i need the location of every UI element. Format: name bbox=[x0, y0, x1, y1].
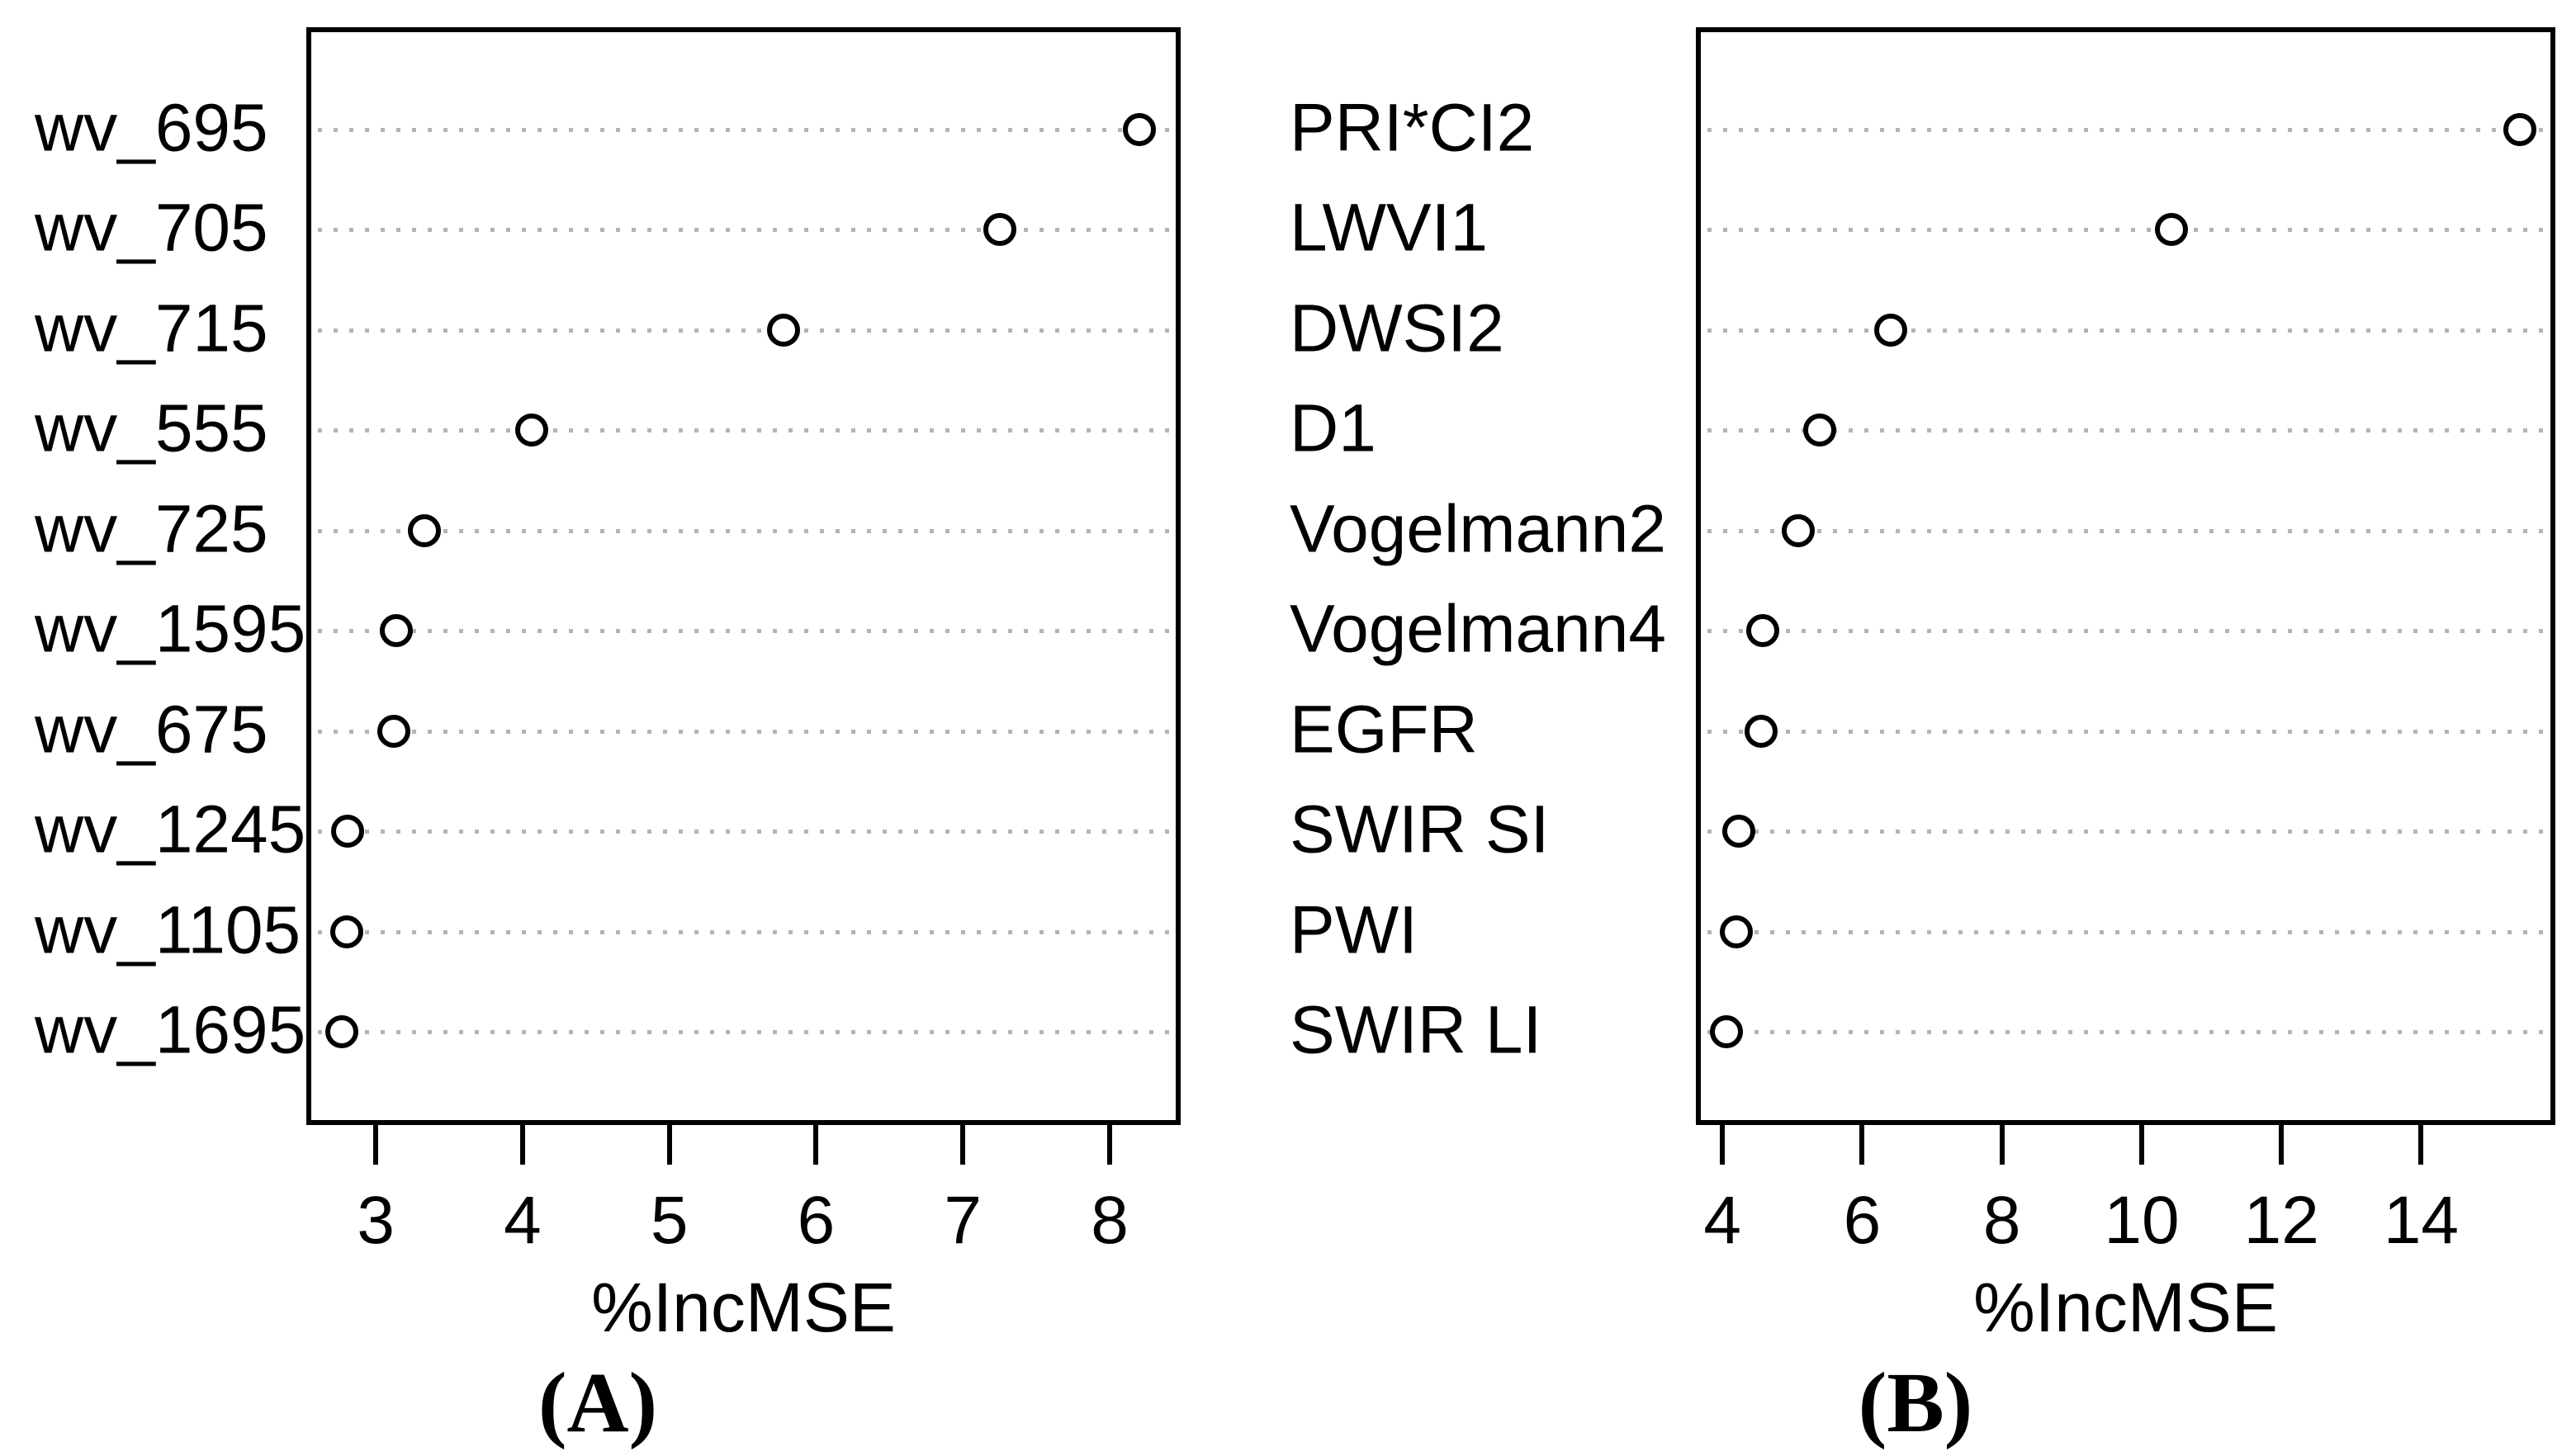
data-point bbox=[329, 915, 363, 948]
row-gridline bbox=[1707, 428, 2544, 433]
category-label: D1 bbox=[1290, 390, 1376, 466]
data-point bbox=[380, 614, 414, 648]
data-point bbox=[983, 213, 1016, 247]
category-label: wv_695 bbox=[35, 90, 268, 166]
data-point bbox=[767, 313, 801, 347]
x-tick-label: 8 bbox=[1982, 1183, 2021, 1258]
data-point bbox=[376, 714, 410, 748]
category-label: wv_1245 bbox=[35, 792, 306, 867]
data-point bbox=[1746, 614, 1780, 648]
x-tick-mark bbox=[813, 1125, 819, 1165]
row-gridline bbox=[1707, 629, 2544, 634]
data-point bbox=[2155, 213, 2189, 247]
x-tick-mark bbox=[2138, 1125, 2144, 1165]
category-label: EGFR bbox=[1290, 691, 1478, 767]
x-tick-mark bbox=[666, 1125, 672, 1165]
category-label: wv_725 bbox=[35, 491, 268, 567]
plot-area-panel-a bbox=[306, 27, 1181, 1125]
x-tick-label: 10 bbox=[2104, 1183, 2180, 1258]
row-gridline bbox=[318, 830, 1169, 834]
panel-a-caption: (A) bbox=[537, 1355, 658, 1450]
row-gridline bbox=[318, 929, 1169, 934]
data-point bbox=[2503, 113, 2536, 146]
x-tick-label: 4 bbox=[504, 1183, 542, 1258]
x-tick-mark bbox=[373, 1125, 379, 1165]
category-label: PRI*CI2 bbox=[1290, 90, 1535, 166]
category-label: Vogelmann4 bbox=[1290, 591, 1666, 667]
row-gridline bbox=[318, 328, 1169, 333]
category-label: SWIR LI bbox=[1290, 992, 1542, 1068]
row-gridline bbox=[318, 1029, 1169, 1034]
row-gridline bbox=[318, 629, 1169, 634]
data-point bbox=[407, 513, 441, 547]
data-point bbox=[325, 1014, 359, 1048]
data-point bbox=[1720, 915, 1754, 948]
category-label: wv_1695 bbox=[35, 992, 306, 1068]
row-gridline bbox=[1707, 328, 2544, 333]
category-label: Vogelmann2 bbox=[1290, 491, 1666, 567]
data-point bbox=[1874, 313, 1908, 347]
data-point bbox=[331, 815, 365, 849]
row-gridline bbox=[1707, 228, 2544, 233]
x-axis-title-panel-a: %IncMSE bbox=[591, 1269, 896, 1346]
x-tick-mark bbox=[1720, 1125, 1726, 1165]
row-gridline bbox=[318, 729, 1169, 734]
data-point bbox=[1744, 714, 1778, 748]
x-tick-label: 4 bbox=[1703, 1183, 1742, 1258]
data-point bbox=[1122, 113, 1156, 146]
x-tick-mark bbox=[519, 1125, 525, 1165]
x-tick-label: 12 bbox=[2243, 1183, 2319, 1258]
category-label: wv_1595 bbox=[35, 591, 306, 667]
data-point bbox=[1781, 513, 1815, 547]
x-tick-mark bbox=[1859, 1125, 1865, 1165]
x-tick-mark bbox=[1999, 1125, 2005, 1165]
panel-b-caption: (B) bbox=[1858, 1355, 1973, 1450]
x-tick-mark bbox=[2279, 1125, 2285, 1165]
data-point bbox=[1802, 414, 1836, 447]
row-gridline bbox=[318, 428, 1169, 433]
category-label: wv_705 bbox=[35, 190, 268, 266]
x-tick-label: 8 bbox=[1091, 1183, 1129, 1258]
x-tick-mark bbox=[2418, 1125, 2424, 1165]
category-label: wv_715 bbox=[35, 291, 268, 366]
data-point bbox=[1710, 1014, 1744, 1048]
x-tick-mark bbox=[960, 1125, 966, 1165]
x-tick-label: 5 bbox=[650, 1183, 689, 1258]
x-tick-label: 3 bbox=[357, 1183, 395, 1258]
row-gridline bbox=[1707, 1029, 2544, 1034]
x-tick-label: 6 bbox=[1843, 1183, 1882, 1258]
category-label: LWVI1 bbox=[1290, 190, 1488, 266]
row-gridline bbox=[1707, 929, 2544, 934]
category-label: SWIR SI bbox=[1290, 792, 1550, 867]
row-gridline bbox=[1707, 528, 2544, 533]
category-label: wv_675 bbox=[35, 691, 268, 767]
data-point bbox=[1721, 815, 1755, 849]
plot-area-panel-b bbox=[1696, 27, 2555, 1125]
x-tick-label: 14 bbox=[2383, 1183, 2460, 1258]
x-tick-mark bbox=[1107, 1125, 1112, 1165]
x-axis-title-panel-b: %IncMSE bbox=[1973, 1269, 2278, 1346]
data-point bbox=[514, 414, 548, 447]
category-label: wv_1105 bbox=[35, 891, 301, 967]
category-label: PWI bbox=[1290, 891, 1418, 967]
row-gridline bbox=[318, 128, 1169, 132]
row-gridline bbox=[1707, 729, 2544, 734]
category-label: wv_555 bbox=[35, 390, 268, 466]
row-gridline bbox=[318, 528, 1169, 533]
x-tick-label: 7 bbox=[944, 1183, 983, 1258]
row-gridline bbox=[318, 228, 1169, 233]
row-gridline bbox=[1707, 128, 2544, 132]
row-gridline bbox=[1707, 830, 2544, 834]
x-tick-label: 6 bbox=[797, 1183, 836, 1258]
category-label: DWSI2 bbox=[1290, 291, 1504, 366]
